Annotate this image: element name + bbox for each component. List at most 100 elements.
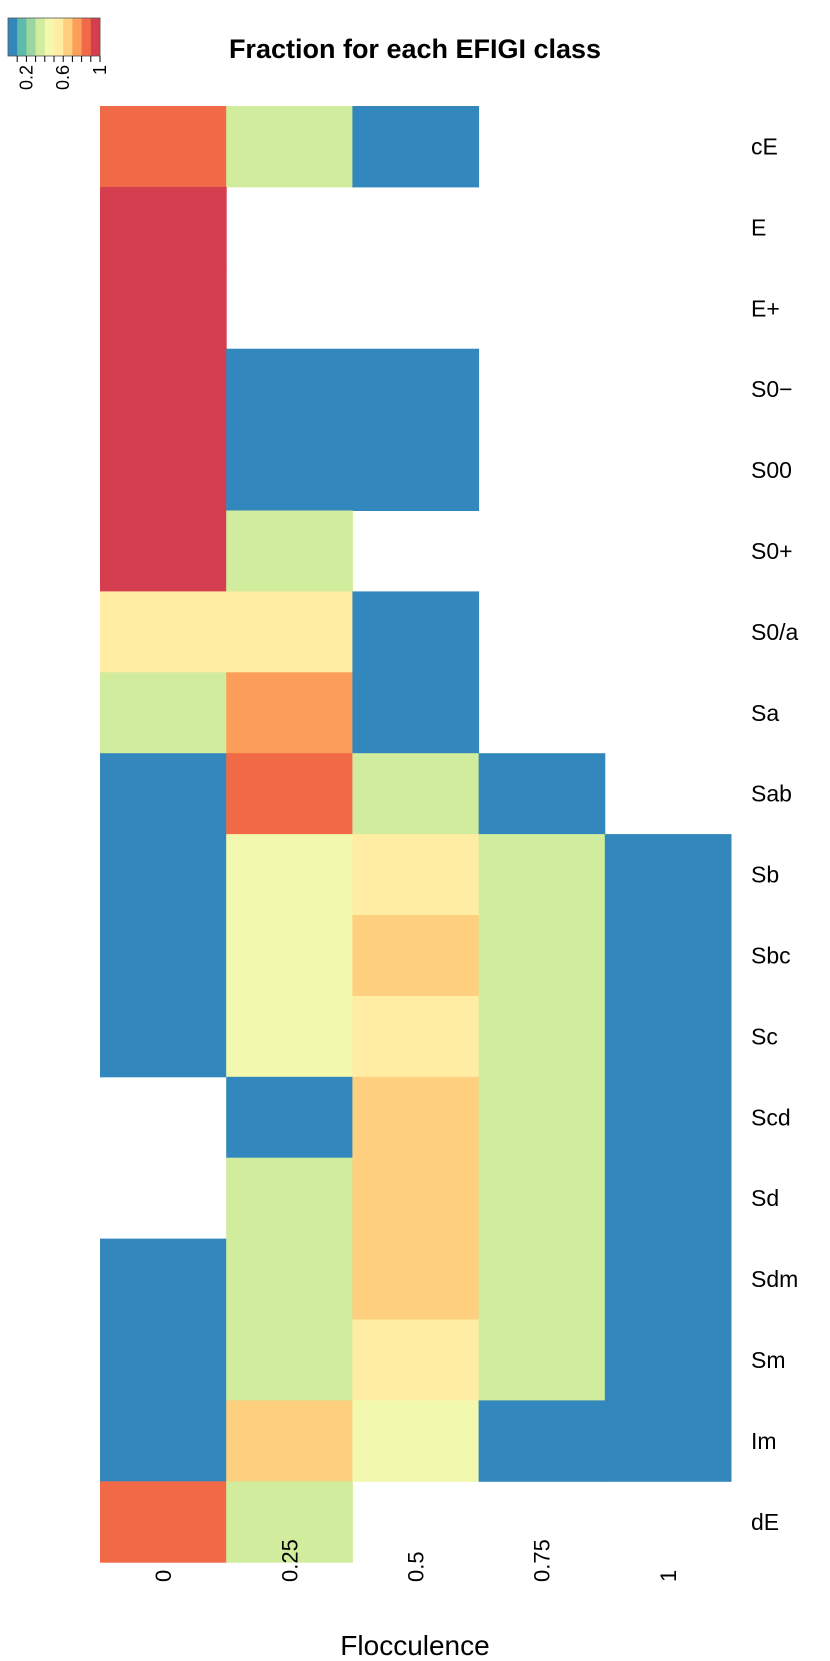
heatmap-cell [226, 834, 353, 916]
heatmap-cell [100, 672, 227, 754]
column-label: 0.25 [277, 1539, 302, 1582]
heatmap-cell [604, 1076, 732, 1159]
row-label: E [751, 214, 766, 240]
heatmap-cell [352, 672, 480, 754]
heatmap-cell [100, 1319, 227, 1401]
legend-swatch [63, 18, 73, 56]
heatmap-cell [100, 1481, 227, 1563]
legend-swatch [72, 18, 82, 56]
heatmap-cell [226, 995, 353, 1078]
row-label: S0− [751, 376, 793, 402]
heatmap-cell [478, 1238, 606, 1320]
legend-swatch [26, 18, 36, 56]
row-label: Scd [751, 1104, 791, 1130]
column-labels: 0 0.25 0.5 0.75 1 [151, 1539, 681, 1582]
heatmap-cell [352, 106, 480, 188]
heatmap-cell [226, 348, 353, 431]
heatmap-cell [352, 1400, 480, 1482]
heatmap-cell [100, 995, 227, 1078]
color-legend: 0.2 0.6 1 [7, 17, 110, 90]
heatmap-cell [226, 1238, 353, 1320]
heatmap-cell [100, 186, 227, 269]
heatmap-cells [100, 106, 732, 1563]
heatmap-cell [604, 834, 732, 916]
heatmap-cell [226, 915, 353, 997]
heatmap-cell [604, 1157, 732, 1240]
heatmap-cell [352, 348, 480, 431]
heatmap-cell [352, 1319, 480, 1401]
heatmap-cell [226, 1319, 353, 1401]
legend-tick-label: 1 [90, 65, 110, 75]
row-label: Sm [751, 1347, 786, 1373]
heatmap-cell [352, 834, 480, 916]
heatmap-cell [226, 591, 353, 673]
heatmap-cell [100, 106, 227, 188]
legend-swatch [90, 18, 101, 56]
row-label: Sc [751, 1023, 778, 1049]
legend-tick-label: 0.6 [53, 65, 73, 90]
heatmap-cell [226, 1157, 353, 1240]
heatmap-cell [478, 915, 606, 997]
heatmap-cell [226, 1076, 353, 1159]
heatmap-cell [226, 510, 353, 592]
heatmap-cell [352, 915, 480, 997]
heatmap-cell [100, 1400, 227, 1482]
column-label: 0.5 [404, 1551, 429, 1582]
legend-swatch [54, 18, 64, 56]
heatmap-cell [226, 1400, 353, 1482]
heatmap-cell [478, 834, 606, 916]
heatmap-cell [100, 348, 227, 431]
heatmap-cell [100, 1238, 227, 1320]
heatmap-cell [478, 1400, 606, 1482]
heatmap-cell [100, 834, 227, 916]
heatmap-cell [352, 1076, 480, 1159]
row-label: Sdm [751, 1266, 798, 1292]
heatmap-cell [100, 429, 227, 511]
row-label: cE [751, 133, 778, 159]
heatmap-cell [604, 915, 732, 997]
heatmap-cell [352, 429, 480, 511]
legend-tick-label: 0.2 [16, 65, 36, 90]
heatmap-cell [352, 1238, 480, 1320]
legend-swatch [17, 18, 27, 56]
row-label: Sb [751, 862, 779, 888]
row-label: Sa [751, 700, 779, 726]
heatmap-cell [604, 1400, 732, 1482]
heatmap-cell [226, 106, 353, 188]
heatmap-cell [100, 753, 227, 835]
legend-swatch [35, 18, 46, 56]
heatmap-cell [478, 1076, 606, 1159]
heatmap-cell [352, 1157, 480, 1240]
row-label: Sd [751, 1185, 779, 1211]
heatmap-cell [604, 1319, 732, 1401]
heatmap-cell [226, 672, 353, 754]
row-label: S00 [751, 457, 792, 483]
heatmap-cell [100, 915, 227, 997]
heatmap-cell [226, 753, 353, 835]
row-label: S0+ [751, 538, 793, 564]
x-axis-label: Flocculence [340, 1630, 489, 1661]
heatmap-cell [226, 429, 353, 511]
heatmap-cell [478, 753, 606, 835]
heatmap-cell [100, 591, 227, 673]
row-labels: cE E E+ S0− S00 S0+ S0/a Sa Sab Sb Sbc Sc Scd Sd Sdm Sm… [751, 133, 799, 1534]
heatmap-cell [478, 995, 606, 1078]
heatmap-cell [352, 591, 480, 673]
heatmap-cell [604, 1238, 732, 1320]
heatmap-cell [478, 1157, 606, 1240]
heatmap-cell [226, 1481, 353, 1563]
row-label: Sab [751, 781, 792, 807]
heatmap-cell [100, 267, 227, 350]
row-label: dE [751, 1509, 779, 1535]
column-label: 0.75 [530, 1539, 555, 1582]
legend-swatch [44, 18, 55, 56]
heatmap-cell [352, 753, 480, 835]
row-label: E+ [751, 295, 780, 321]
heatmap-cell [352, 995, 480, 1078]
heatmap-cell [100, 510, 227, 592]
chart-title: Fraction for each EFIGI class [229, 34, 601, 64]
row-label: Im [751, 1428, 777, 1454]
row-label: S0/a [751, 619, 799, 645]
heatmap-cell [478, 1319, 606, 1401]
